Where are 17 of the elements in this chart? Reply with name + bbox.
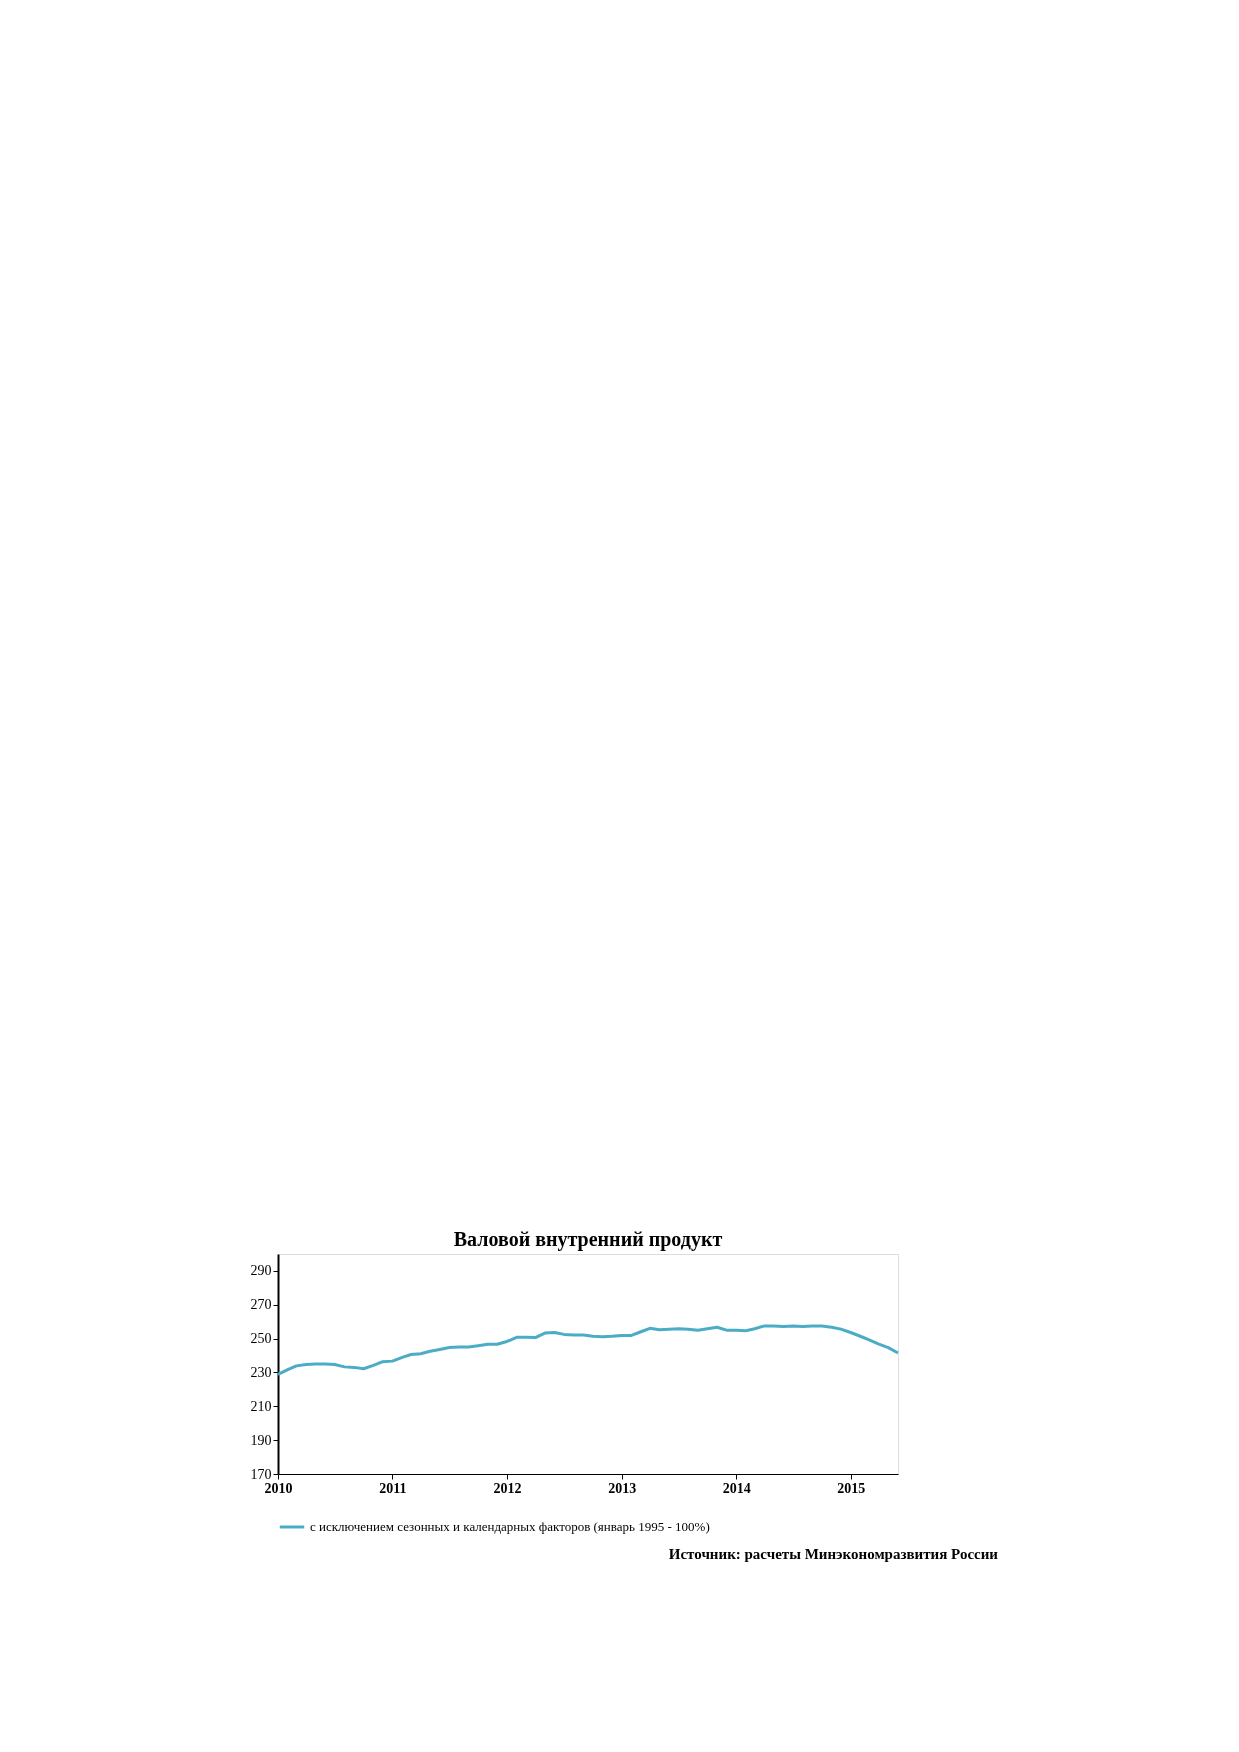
x-tick-label: 2012 [493, 1480, 522, 1496]
x-tick-label: 2014 [722, 1480, 751, 1496]
legend-label: с исключением сезонных и календарных факторов (январь 1995 - 100%) [310, 1519, 710, 1534]
x-tick-label: 2011 [379, 1480, 407, 1496]
x-tick-label: 2015 [837, 1480, 866, 1496]
x-tick-label: 2010 [264, 1480, 293, 1496]
y-tick-label: 230 [250, 1364, 272, 1380]
y-tick-label: 250 [250, 1331, 272, 1347]
y-tick-label: 210 [250, 1398, 272, 1414]
y-tick-label: 270 [250, 1297, 272, 1313]
x-tick-label: 2013 [608, 1480, 637, 1496]
chart-title: Валовой внутренний продукт [453, 1228, 723, 1251]
y-tick-label: 190 [250, 1432, 272, 1448]
line-series [276, 1324, 900, 1376]
text: Источник: расчеты Минэкономразвития России [668, 1546, 999, 1562]
y-tick-label: 290 [250, 1263, 272, 1279]
y-tick-label: 170 [250, 1466, 272, 1482]
